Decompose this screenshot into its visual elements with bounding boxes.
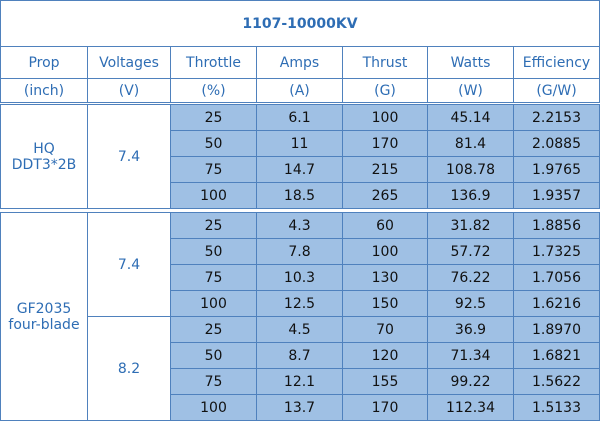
data-cell: 100 [170,182,257,209]
data-cell: 130 [342,264,428,291]
data-cell: 18.5 [256,182,343,209]
data-cell: 8.7 [256,342,343,369]
data-cell: 120 [342,342,428,369]
data-cell: 2.2153 [513,104,600,131]
data-cell: 1.5622 [513,368,600,395]
data-cell: 1.6216 [513,290,600,317]
data-cell: 1.8970 [513,316,600,343]
data-cell: 136.9 [427,182,514,209]
column-header: Prop [0,46,88,79]
data-cell: 10.3 [256,264,343,291]
data-cell: 1.9357 [513,182,600,209]
data-cell: 7.8 [256,238,343,265]
data-cell: 45.14 [427,104,514,131]
data-cell: 50 [170,238,257,265]
data-cell: 150 [342,290,428,317]
prop-cell: HQ DDT3*2B [0,104,88,209]
data-cell: 70 [342,316,428,343]
voltage-cell: 7.4 [87,212,171,317]
data-cell: 1.8856 [513,212,600,239]
data-cell: 265 [342,182,428,209]
data-cell: 50 [170,342,257,369]
column-unit: (A) [256,78,343,103]
column-header: Efficiency [513,46,600,79]
data-cell: 1.7325 [513,238,600,265]
data-cell: 170 [342,130,428,157]
data-cell: 100 [342,238,428,265]
data-cell: 155 [342,368,428,395]
data-cell: 81.4 [427,130,514,157]
data-cell: 112.34 [427,394,514,421]
column-header: Watts [427,46,514,79]
prop-cell: GF2035 four-blade [0,212,88,421]
column-header: Voltages [87,46,171,79]
data-cell: 13.7 [256,394,343,421]
data-cell: 99.22 [427,368,514,395]
data-cell: 12.1 [256,368,343,395]
data-cell: 12.5 [256,290,343,317]
data-cell: 11 [256,130,343,157]
data-cell: 31.82 [427,212,514,239]
column-header: Amps [256,46,343,79]
prop-line: four-blade [8,316,80,333]
data-cell: 57.72 [427,238,514,265]
data-cell: 1.6821 [513,342,600,369]
data-cell: 100 [170,394,257,421]
prop-line: DDT3*2B [11,156,77,173]
prop-line: HQ [33,140,55,157]
data-cell: 4.5 [256,316,343,343]
data-cell: 36.9 [427,316,514,343]
data-cell: 1.5133 [513,394,600,421]
column-unit: (%) [170,78,257,103]
voltage-cell: 7.4 [87,104,171,209]
data-cell: 75 [170,368,257,395]
data-cell: 75 [170,156,257,183]
data-cell: 92.5 [427,290,514,317]
data-cell: 2.0885 [513,130,600,157]
data-cell: 100 [170,290,257,317]
data-cell: 14.7 [256,156,343,183]
column-header: Throttle [170,46,257,79]
column-unit: (G) [342,78,428,103]
data-cell: 60 [342,212,428,239]
data-cell: 170 [342,394,428,421]
data-cell: 108.78 [427,156,514,183]
data-cell: 25 [170,212,257,239]
data-cell: 1.9765 [513,156,600,183]
data-cell: 50 [170,130,257,157]
data-cell: 215 [342,156,428,183]
data-cell: 1.7056 [513,264,600,291]
column-unit: (V) [87,78,171,103]
column-unit: (W) [427,78,514,103]
table-title: 1107-10000KV [0,0,600,47]
data-cell: 25 [170,104,257,131]
data-cell: 75 [170,264,257,291]
data-cell: 71.34 [427,342,514,369]
column-unit: (inch) [0,78,88,103]
column-unit: (G/W) [513,78,600,103]
prop-line: GF2035 [16,300,72,317]
data-cell: 76.22 [427,264,514,291]
data-cell: 100 [342,104,428,131]
voltage-cell: 8.2 [87,316,171,421]
column-header: Thrust [342,46,428,79]
data-cell: 6.1 [256,104,343,131]
data-cell: 4.3 [256,212,343,239]
data-cell: 25 [170,316,257,343]
